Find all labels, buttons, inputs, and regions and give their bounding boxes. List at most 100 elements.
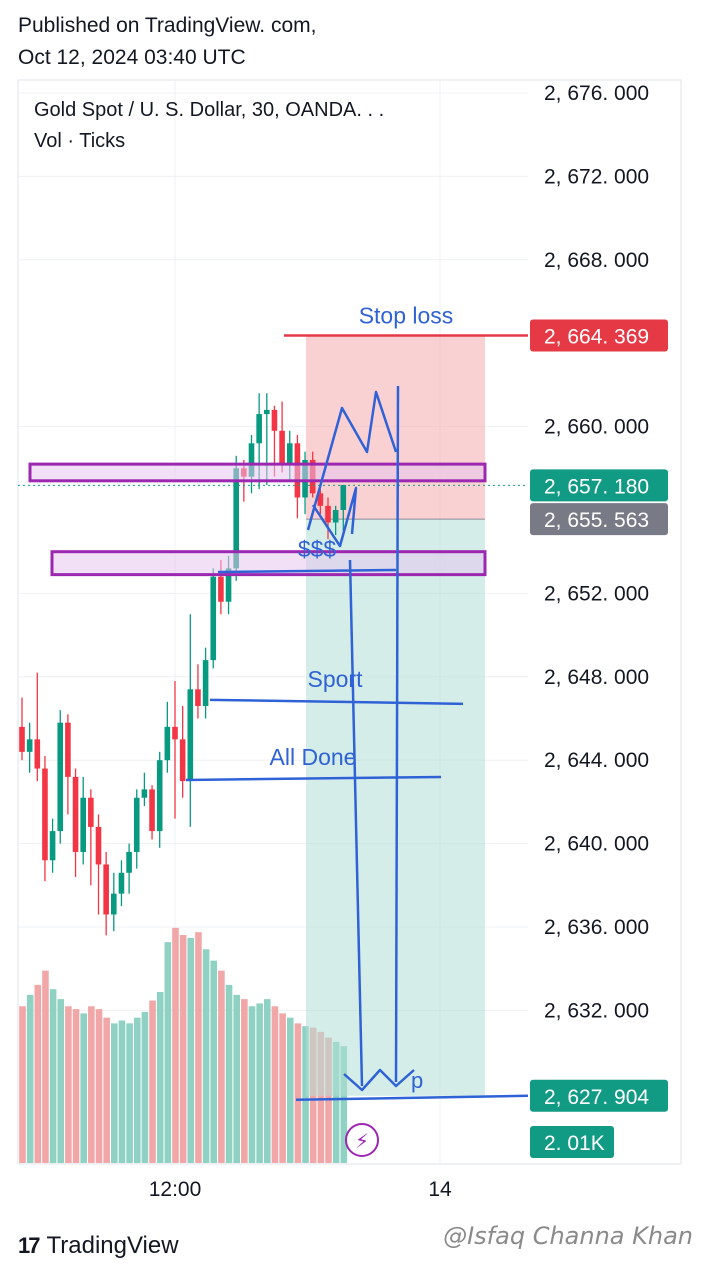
volume-bar — [156, 992, 164, 1163]
price-chart[interactable]: Stop loss $$$ Sport All Done p ⚡ 2, 676. 000 2… — [0, 0, 701, 1200]
volume-bar — [26, 994, 34, 1163]
volume-bar — [172, 927, 179, 1163]
price-tag — [530, 1079, 668, 1112]
volume-bar — [286, 1017, 294, 1163]
volume-bar — [103, 1017, 110, 1163]
price-tag-label: 2, 655. 563 — [544, 509, 649, 532]
candle-body — [264, 409, 270, 415]
volume-bar — [294, 1023, 302, 1163]
volume-bar — [141, 1011, 149, 1163]
volume-bar — [332, 1041, 340, 1163]
volume-bar — [72, 1009, 80, 1163]
volume-bar — [149, 1000, 156, 1163]
tradingview-mark-icon: 17 — [18, 1233, 41, 1258]
volume-bar — [241, 999, 248, 1163]
volume-bar — [218, 970, 225, 1163]
candle-body — [88, 797, 94, 827]
candle-body — [202, 660, 209, 706]
y-tick-label: 2, 648. 000 — [544, 666, 649, 689]
price-tag-label: 2, 657. 180 — [544, 475, 649, 498]
volume-bar — [279, 1013, 286, 1163]
price-tag — [530, 319, 668, 352]
stop-loss-label: Stop loss — [359, 303, 454, 329]
candle-body — [65, 722, 71, 777]
candle-body — [172, 726, 178, 740]
volume-legend: Vol · Ticks — [34, 130, 125, 152]
volume-bar — [264, 999, 271, 1163]
price-tag-label: 2, 664. 369 — [544, 326, 649, 349]
tradingview-brand: TradingView — [46, 1232, 179, 1259]
volume-bar — [164, 942, 172, 1163]
candle-body — [141, 789, 148, 798]
candle-body — [233, 468, 239, 569]
projection-path-up — [306, 390, 398, 531]
candle-body — [156, 760, 163, 832]
volume-bar — [233, 994, 240, 1163]
candle-body — [95, 826, 102, 865]
candle-body — [72, 776, 79, 852]
candle-body — [256, 414, 262, 444]
stop-loss-zone — [306, 335, 485, 520]
volume-bar — [49, 989, 57, 1163]
y-tick-label: 2, 668. 000 — [544, 249, 649, 272]
x-tick-label: 14 — [428, 1178, 452, 1200]
volume-bar — [340, 1046, 348, 1163]
candle-body — [111, 893, 117, 915]
y-tick-label: 2, 676. 000 — [544, 82, 649, 105]
tp-label: p — [411, 1068, 423, 1093]
volume-bar — [133, 1017, 141, 1163]
y-tick-label: 2, 640. 000 — [544, 833, 649, 856]
candle-body — [225, 568, 232, 602]
liquidity-label: $$$ — [298, 536, 337, 562]
volume-bar — [34, 984, 42, 1163]
volume-bar — [19, 1006, 26, 1163]
candle-body — [118, 872, 125, 894]
volume-bar — [225, 984, 233, 1163]
volume-tag — [530, 1126, 614, 1158]
candle-body — [42, 768, 48, 861]
candle-body — [332, 510, 339, 523]
candle-body — [80, 797, 86, 852]
tradingview-logo[interactable]: 17 TradingView — [18, 1232, 179, 1260]
volume-tag-label: 2. 01K — [544, 1132, 605, 1155]
candle-body — [286, 443, 293, 465]
candle-body — [34, 739, 41, 769]
y-tick-label: 2, 660. 000 — [544, 416, 649, 439]
y-tick-label: 2, 652. 000 — [544, 582, 649, 605]
volume-bar — [202, 949, 210, 1163]
candle-body — [340, 484, 347, 510]
x-tick-label: 12:00 — [149, 1178, 202, 1200]
volume-bar — [179, 935, 187, 1163]
candle-body — [179, 739, 186, 782]
upper-supply-zone — [28, 462, 487, 483]
volume-bar — [248, 1006, 256, 1163]
candle-body — [271, 409, 278, 431]
y-tick-label: 2, 644. 000 — [544, 749, 649, 772]
volume-bar — [118, 1020, 126, 1163]
y-tick-label: 2, 672. 000 — [544, 165, 649, 188]
all-done-line — [185, 775, 442, 782]
lightning-icon — [345, 1123, 379, 1157]
volume-bar — [126, 1023, 133, 1163]
candle-body — [164, 726, 171, 761]
target-line — [295, 1094, 529, 1102]
volume-bar — [57, 999, 65, 1163]
candle-body — [57, 722, 64, 832]
all-done-label: All Done — [270, 744, 357, 770]
candle-body — [218, 576, 224, 602]
candle-body — [210, 576, 217, 661]
published-line: Published on TradingView. com, — [18, 14, 317, 37]
volume-bar — [195, 932, 202, 1163]
volume-bar — [256, 1003, 263, 1163]
volume-bar — [302, 1026, 309, 1163]
projection-drop-left — [348, 559, 364, 1087]
volume-bar — [65, 1006, 72, 1163]
volume-bar — [80, 1013, 87, 1163]
candle-body — [279, 430, 285, 465]
volume-bar — [111, 1023, 118, 1163]
candle-body — [49, 831, 56, 861]
y-tick-label: 2, 632. 000 — [544, 999, 649, 1022]
candle-body — [195, 689, 201, 706]
price-tag-label: 2, 627. 904 — [544, 1086, 649, 1109]
y-tick-label: 2, 636. 000 — [544, 916, 649, 939]
